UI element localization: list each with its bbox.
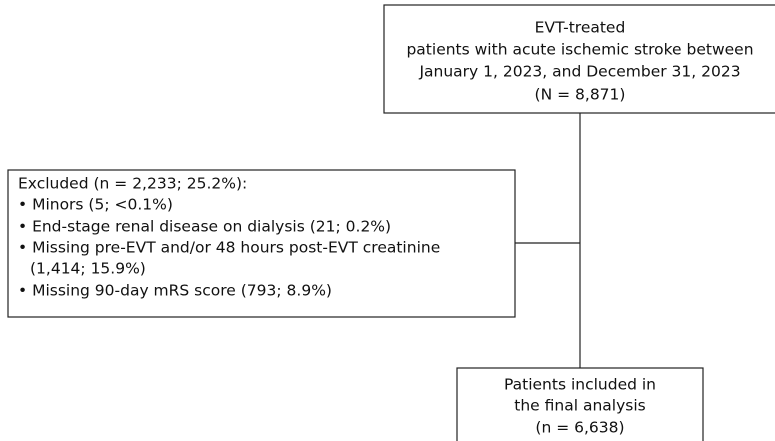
box-text: (N = 8,871) — [535, 86, 626, 104]
box-text: January 1, 2023, and December 31, 2023 — [418, 63, 740, 81]
box-text: • Missing pre-EVT and/or 48 hours post-E… — [18, 239, 440, 257]
box-text: EVT-treated — [535, 19, 626, 37]
box-text: Excluded (n = 2,233; 25.2%): — [18, 175, 247, 193]
box-text: patients with acute ischemic stroke betw… — [406, 41, 753, 59]
excluded-box — [7, 169, 516, 318]
box-text: • Minors (5; <0.1%) — [18, 196, 173, 214]
box-text: • Missing 90-day mRS score (793; 8.9%) — [18, 282, 332, 300]
start-box — [383, 4, 775, 114]
box-text: Patients included in — [504, 376, 656, 394]
box-text: (n = 6,638) — [535, 419, 624, 437]
box-text: (1,414; 15.9%) — [30, 260, 146, 278]
box-text: • End-stage renal disease on dialysis (2… — [18, 218, 391, 236]
included-box — [456, 367, 704, 441]
box-text: the final analysis — [514, 397, 645, 415]
